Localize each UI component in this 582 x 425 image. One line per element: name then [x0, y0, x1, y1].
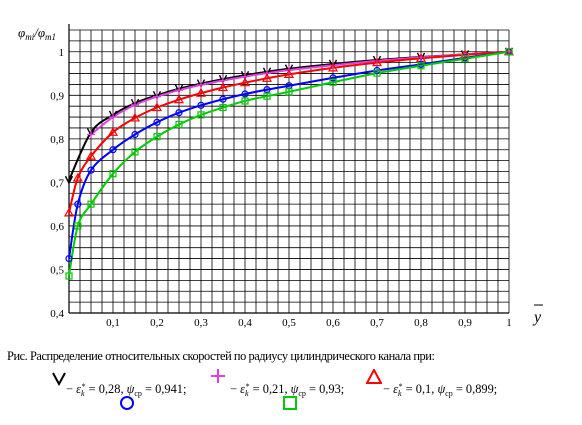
data-point: [131, 148, 139, 156]
data-point: [153, 133, 161, 141]
chart-area: 0,1 0,2 0,3 0,4 0,5 0,6 0,7 0,8 0,9 1 0,4 0,5 0,6 0,7…: [18, 24, 543, 329]
data-point: [87, 130, 95, 139]
data-point: [283, 69, 295, 79]
y-tick-label: 0,5: [50, 264, 64, 276]
chart-markers: [63, 46, 515, 280]
legend-entry-1: − εk* = 0,28, ψср = 0,941;: [66, 382, 187, 398]
data-point: [151, 102, 163, 112]
figure-caption: Рис. Распределение относительных скорост…: [7, 349, 435, 363]
data-point: [241, 97, 249, 105]
chart-grid: [69, 29, 510, 313]
data-point: [65, 254, 73, 263]
x-tick-label: 0,4: [238, 317, 252, 329]
data-point: [505, 48, 513, 56]
y-tick-label: 1: [59, 47, 65, 59]
data-point: [195, 87, 207, 97]
x-tick-label: 0,8: [414, 317, 428, 329]
data-point: [219, 95, 227, 103]
y-tick-label: 0,6: [50, 221, 64, 233]
y-tick-label: 0,7: [50, 177, 64, 189]
series-line: [68, 50, 510, 277]
chart-axes: [68, 24, 509, 314]
data-point: [263, 69, 271, 78]
legend-marker-plus-icon: [211, 369, 225, 383]
data-point: [109, 113, 117, 122]
data-point: [197, 101, 205, 109]
series-line: [68, 50, 510, 214]
chart-series: [68, 50, 510, 277]
y-tick-label: 0,9: [50, 90, 64, 102]
y-axis-label: φmi/φm1: [18, 25, 56, 42]
data-point: [74, 200, 82, 208]
data-point: [65, 272, 73, 280]
data-point: [131, 130, 139, 139]
data-point: [217, 82, 229, 92]
data-point: [285, 88, 293, 96]
chart-ticks: 0,1 0,2 0,3 0,4 0,5 0,6 0,7 0,8 0,9 1 0,4 0,5 0,6 0,7…: [50, 47, 512, 329]
data-point: [153, 92, 161, 101]
x-tick-label: 0,6: [326, 317, 340, 329]
x-tick-label: 0,3: [194, 317, 208, 329]
legend: − εk* = 0,28, ψср = 0,941; − εk* = 0,21,…: [0, 369, 582, 420]
x-tick-label: 1: [506, 317, 512, 329]
data-point: [175, 120, 183, 129]
y-tick-label: 0,4: [50, 308, 64, 320]
data-point: [109, 170, 117, 178]
x-tick-label: 0,9: [458, 317, 472, 329]
data-point: [64, 175, 74, 185]
x-tick-label: 0,5: [282, 317, 296, 329]
data-point: [329, 61, 337, 70]
data-point: [85, 151, 97, 160]
data-point: [72, 172, 83, 182]
data-point: [327, 62, 339, 72]
x-tick-label: 0,2: [150, 317, 164, 329]
data-point: [131, 100, 139, 109]
data-point: [197, 111, 205, 119]
data-point: [263, 92, 271, 100]
data-point: [241, 90, 249, 98]
data-point: [373, 69, 381, 77]
data-point: [329, 78, 337, 86]
data-point: [329, 74, 337, 82]
data-point: [219, 103, 227, 112]
data-point: [63, 207, 75, 217]
legend-marker-square-icon: [283, 396, 297, 410]
data-point: [239, 77, 251, 87]
data-point: [461, 55, 469, 63]
data-point: [109, 146, 117, 154]
axis-labels: φmi/φm1 y: [18, 25, 543, 326]
data-point: [417, 62, 425, 70]
data-point: [153, 118, 161, 126]
series-line: [68, 50, 510, 259]
data-point: [107, 127, 119, 136]
data-point: [129, 112, 141, 122]
legend-marker-triangle-icon: [366, 369, 382, 384]
x-tick-label: 0,1: [106, 317, 120, 329]
data-point: [459, 49, 471, 59]
data-point: [261, 73, 273, 82]
legend-entry-3: − εk* = 0,1, ψср = 0,899;: [383, 382, 498, 398]
data-point: [87, 200, 95, 208]
legend-marker-circle-icon: [120, 396, 134, 410]
data-point: [197, 80, 205, 89]
legend-entry-2: − εk* = 0,21, ψср = 0,93;: [230, 382, 345, 398]
data-point: [173, 94, 185, 104]
y-tick-label: 0,8: [50, 134, 64, 146]
data-point: [87, 166, 95, 174]
x-axis-label: y: [532, 309, 542, 326]
legend-marker-v-icon: [52, 372, 66, 386]
data-point: [175, 86, 183, 95]
data-point: [371, 57, 383, 67]
x-tick-label: 0,7: [370, 317, 384, 329]
data-point: [175, 109, 183, 117]
data-point: [74, 222, 82, 230]
